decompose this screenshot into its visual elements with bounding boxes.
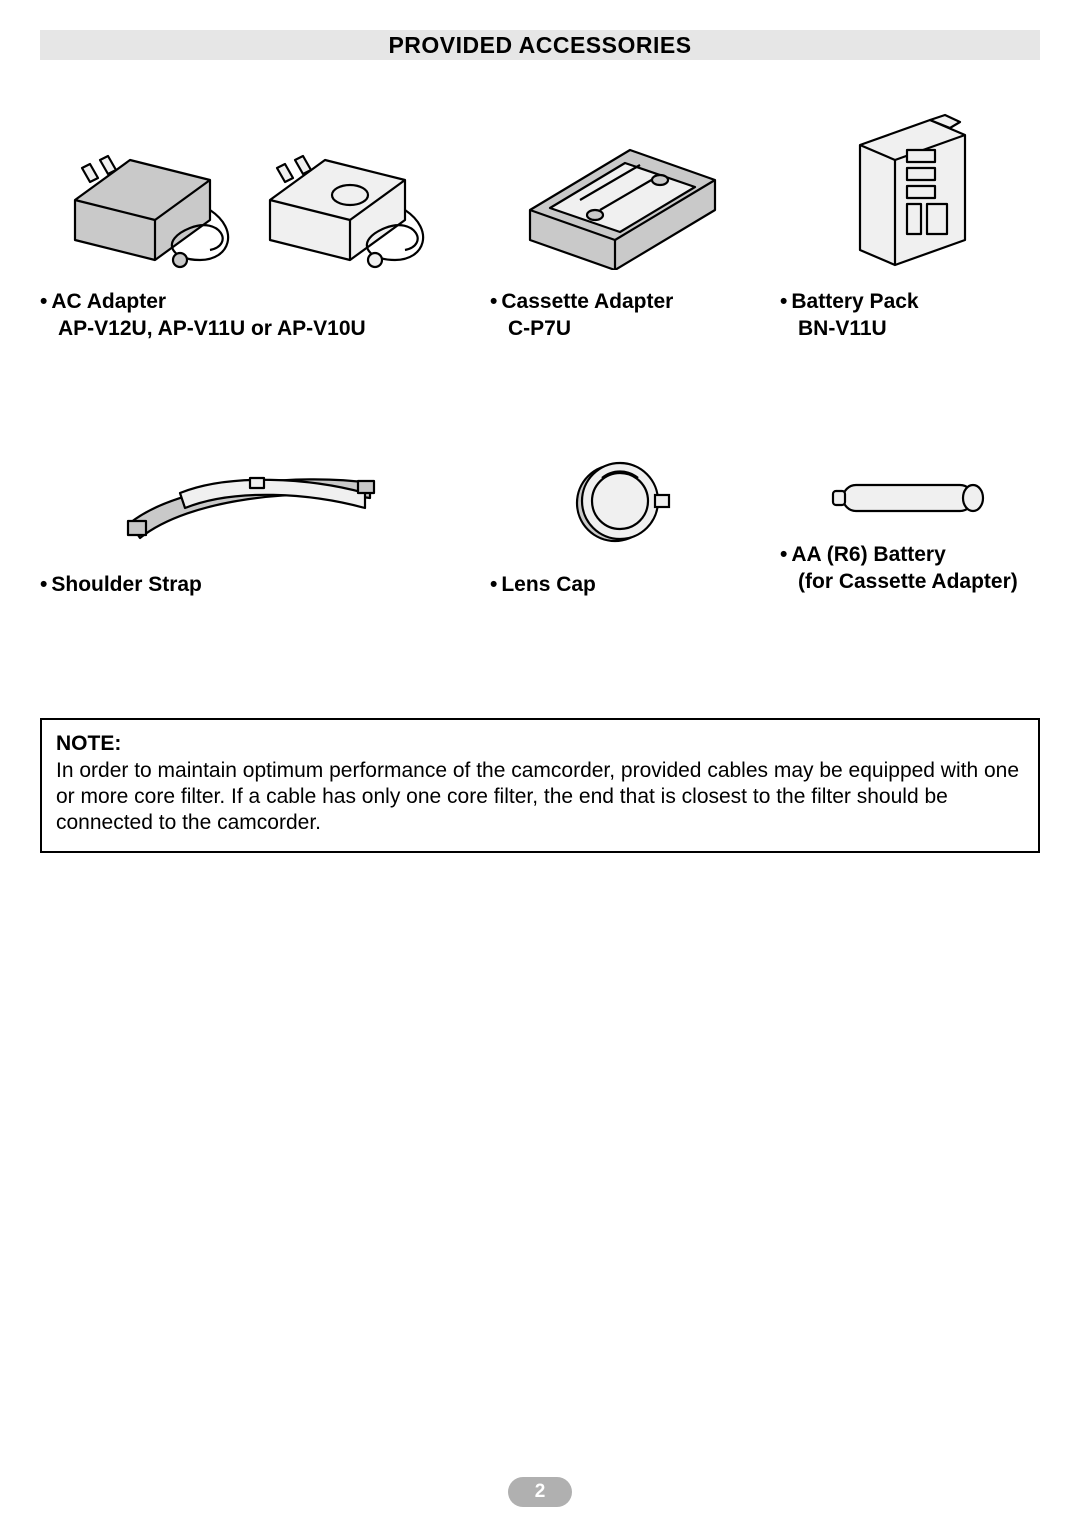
note-heading: NOTE: <box>56 732 1024 756</box>
item-lens-cap: •Lens Cap <box>490 433 750 598</box>
battery-pack-label: •Battery Pack BN-V11U <box>780 288 1040 343</box>
page-number-container: 2 <box>508 1477 572 1507</box>
aa-battery-illustration <box>780 433 1040 523</box>
battery-pack-name: Battery Pack <box>791 290 918 313</box>
shoulder-strap-name: Shoulder Strap <box>51 573 202 596</box>
item-ac-adapter: •AC Adapter AP-V12U, AP-V11U or AP-V10U <box>40 100 460 343</box>
battery-pack-illustration <box>780 100 1040 270</box>
note-body: In order to maintain optimum performance… <box>56 758 1024 837</box>
ac-adapter-model: AP-V12U, AP-V11U or AP-V10U <box>58 315 460 342</box>
aa-battery-name: AA (R6) Battery <box>791 543 945 566</box>
item-shoulder-strap: •Shoulder Strap <box>40 433 460 598</box>
ac-adapter-label: •AC Adapter AP-V12U, AP-V11U or AP-V10U <box>40 288 460 343</box>
lens-cap-label: •Lens Cap <box>490 571 750 598</box>
section-title: PROVIDED ACCESSORIES <box>40 30 1040 60</box>
page-number: 2 <box>535 1481 546 1503</box>
aa-battery-sub: (for Cassette Adapter) <box>798 568 1040 595</box>
aa-battery-label: •AA (R6) Battery (for Cassette Adapter) <box>780 541 1040 596</box>
cassette-adapter-name: Cassette Adapter <box>501 290 673 313</box>
cassette-adapter-label: •Cassette Adapter C-P7U <box>490 288 750 343</box>
battery-pack-model: BN-V11U <box>798 315 1040 342</box>
cassette-adapter-illustration <box>490 100 750 270</box>
ac-adapter-name: AC Adapter <box>51 290 166 313</box>
shoulder-strap-illustration <box>40 433 460 553</box>
note-box: NOTE: In order to maintain optimum perfo… <box>40 718 1040 853</box>
shoulder-strap-label: •Shoulder Strap <box>40 571 460 598</box>
page-number-oval: 2 <box>508 1477 572 1507</box>
cassette-adapter-model: C-P7U <box>508 315 750 342</box>
lens-cap-illustration <box>490 433 750 553</box>
lens-cap-name: Lens Cap <box>501 573 596 596</box>
item-battery-pack: •Battery Pack BN-V11U <box>780 100 1040 343</box>
accessories-grid: •AC Adapter AP-V12U, AP-V11U or AP-V10U <box>40 100 1040 598</box>
item-aa-battery: •AA (R6) Battery (for Cassette Adapter) <box>780 433 1040 598</box>
ac-adapter-illustration <box>40 100 460 270</box>
item-cassette-adapter: •Cassette Adapter C-P7U <box>490 100 750 343</box>
